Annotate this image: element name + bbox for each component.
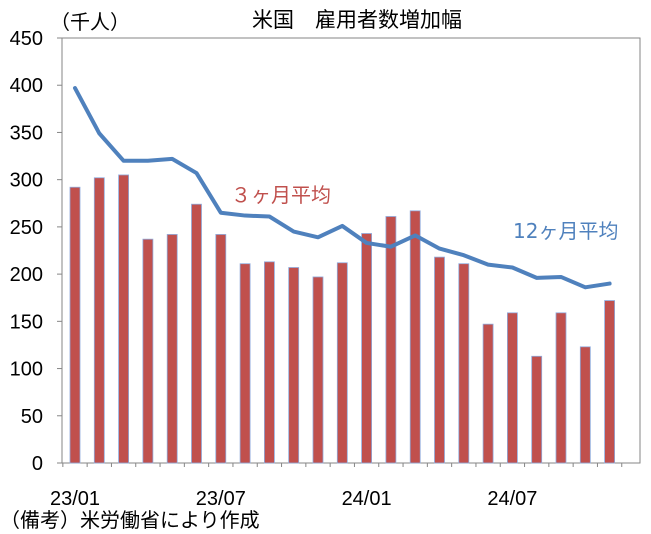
series-label-3month: ３ヶ月平均: [231, 183, 331, 207]
bar: [482, 323, 494, 464]
y-axis-unit-label: （千人）: [50, 10, 130, 34]
bar: [239, 263, 251, 464]
bar: [336, 262, 348, 464]
bar: [288, 267, 300, 464]
bar: [69, 186, 81, 464]
line-12month: [73, 86, 612, 290]
bar: [263, 261, 275, 464]
bar: [458, 263, 470, 464]
bar: [118, 174, 129, 464]
x-tick-label: 24/01: [342, 488, 392, 510]
series-label-12month: 12ヶ月平均: [513, 219, 618, 243]
bar: [361, 233, 373, 464]
y-tick-label: 300: [10, 170, 43, 192]
bar: [142, 238, 154, 464]
bar-series: [69, 174, 615, 464]
x-tick-label: 23/01: [50, 488, 100, 510]
bar: [555, 312, 567, 464]
y-tick-label: 50: [21, 406, 43, 428]
bar: [579, 346, 591, 464]
chart-title: 米国 雇用者数増加幅: [252, 8, 462, 32]
y-tick-label: 250: [10, 217, 43, 239]
x-axis: 23/01 23/07 24/01 24/07: [50, 463, 623, 510]
bar: [312, 276, 324, 464]
y-tick-label: 0: [32, 453, 43, 475]
y-tick-label: 400: [10, 75, 43, 97]
y-tick-label: 150: [10, 311, 43, 333]
bar: [166, 234, 178, 464]
x-tick-label: 24/07: [487, 488, 537, 510]
y-tick-label: 200: [10, 264, 43, 286]
y-tick-label: 450: [10, 28, 43, 50]
bar: [191, 203, 202, 464]
plot-area: [61, 37, 641, 464]
y-tick-label: 100: [10, 359, 43, 381]
y-axis: 0 50 100 150 200 250 300 350 400 450: [10, 28, 62, 475]
bar: [409, 210, 421, 464]
bar: [215, 234, 227, 464]
bar: [93, 177, 105, 464]
y-tick-label: 350: [10, 122, 43, 144]
source-note: （備考）米労働省により作成: [0, 508, 260, 532]
bar: [531, 355, 543, 464]
line-series: [73, 86, 612, 290]
x-tick-label: 23/07: [196, 488, 246, 510]
bar: [604, 300, 615, 464]
bar: [506, 312, 518, 464]
bar: [385, 216, 397, 464]
bar: [434, 256, 445, 464]
